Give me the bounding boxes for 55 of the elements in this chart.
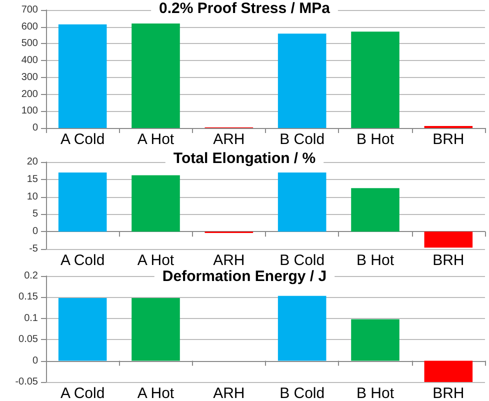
- x-tick-label: A Hot: [137, 131, 175, 148]
- bar: [424, 360, 473, 382]
- bar: [278, 296, 326, 361]
- y-tick-label: 700: [21, 4, 38, 16]
- y-tick-label: -5: [29, 244, 38, 254]
- chart-title: Deformation Energy / J: [162, 268, 327, 285]
- x-tick-label: A Cold: [60, 385, 105, 401]
- bar: [351, 188, 400, 232]
- y-tick-label: 0.05: [18, 334, 38, 346]
- bar: [58, 298, 107, 361]
- x-tick-label: ARH: [213, 385, 245, 401]
- chart-title: Total Elongation / %: [173, 150, 316, 167]
- x-tick-label: A Hot: [137, 252, 175, 269]
- y-tick-label: 400: [21, 55, 38, 66]
- bar: [351, 32, 400, 128]
- x-tick-label: BRH: [432, 131, 464, 148]
- bar: [351, 319, 400, 361]
- y-tick-label: 300: [21, 72, 38, 83]
- bar: [132, 298, 180, 361]
- y-tick-label: 0.1: [24, 312, 38, 324]
- y-tick-label: 200: [21, 88, 38, 100]
- x-tick-label: B Cold: [280, 385, 325, 401]
- y-tick-label: 0: [32, 355, 38, 366]
- y-tick-label: 20: [26, 156, 38, 168]
- y-tick-label: 500: [21, 38, 38, 50]
- x-tick-label: A Cold: [60, 131, 105, 148]
- y-tick-label: 0: [32, 122, 38, 134]
- y-tick-label: 100: [21, 106, 38, 117]
- x-tick-label: BRH: [432, 252, 464, 269]
- x-tick-label: ARH: [213, 252, 245, 269]
- bar: [58, 24, 107, 128]
- x-tick-label: B Hot: [356, 385, 395, 401]
- y-tick-label: 600: [21, 21, 38, 32]
- x-tick-label: B Hot: [356, 252, 395, 269]
- x-tick-label: A Hot: [137, 385, 175, 401]
- x-tick-label: B Cold: [280, 252, 325, 269]
- x-tick-label: B Hot: [356, 131, 395, 148]
- bar: [278, 172, 326, 232]
- x-tick-label: BRH: [432, 385, 464, 401]
- y-tick-label: -0.05: [15, 376, 38, 388]
- x-tick-label: A Cold: [60, 252, 105, 269]
- y-tick-label: 10: [26, 191, 38, 202]
- bar: [424, 232, 473, 248]
- bar: [132, 23, 180, 128]
- bar: [278, 34, 326, 128]
- x-tick-label: B Cold: [280, 131, 325, 148]
- chart-title: 0.2% Proof Stress / MPa: [159, 0, 331, 17]
- y-tick-label: 15: [26, 174, 38, 185]
- y-tick-label: 0.15: [18, 292, 38, 303]
- y-tick-label: 0.2: [24, 270, 38, 282]
- x-tick-label: ARH: [213, 131, 245, 148]
- y-tick-label: 0: [32, 226, 38, 238]
- bar: [58, 172, 107, 232]
- y-tick-label: 5: [32, 208, 38, 220]
- bar: [132, 175, 180, 232]
